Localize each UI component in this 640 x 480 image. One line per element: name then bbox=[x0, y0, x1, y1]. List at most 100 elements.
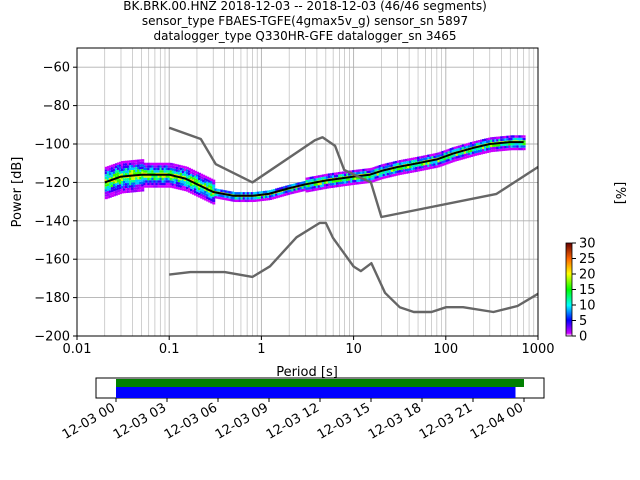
density-cell bbox=[283, 191, 287, 194]
density-cell bbox=[500, 143, 504, 147]
density-cell bbox=[252, 192, 256, 195]
density-cell bbox=[315, 183, 319, 186]
density-cell bbox=[427, 162, 431, 165]
density-cell bbox=[137, 164, 141, 167]
density-cell bbox=[352, 177, 356, 180]
density-cell bbox=[275, 188, 279, 191]
density-cell bbox=[240, 192, 244, 195]
density-cell bbox=[125, 173, 129, 176]
density-cell bbox=[404, 161, 408, 164]
density-cell bbox=[191, 179, 195, 183]
coverage-tick-label: 12-03 15 bbox=[315, 400, 373, 442]
density-cell bbox=[471, 149, 475, 152]
density-cell bbox=[285, 190, 289, 193]
density-cell bbox=[173, 186, 177, 189]
density-cell bbox=[108, 165, 112, 168]
density-cell bbox=[366, 168, 370, 171]
density-cell bbox=[187, 177, 191, 181]
density-cell bbox=[177, 179, 181, 183]
density-cell bbox=[273, 196, 277, 199]
density-cell bbox=[409, 165, 413, 169]
density-cell bbox=[204, 183, 208, 186]
density-cell bbox=[173, 178, 177, 182]
density-cell bbox=[131, 180, 135, 183]
density-cell bbox=[159, 180, 163, 183]
density-cell bbox=[417, 166, 421, 169]
density-cell bbox=[475, 150, 479, 153]
y-tick-label: −100 bbox=[34, 138, 70, 153]
density-cell bbox=[141, 171, 145, 175]
density-cell bbox=[421, 155, 425, 159]
density-cell bbox=[116, 177, 120, 180]
density-cell bbox=[104, 186, 108, 190]
density-cell bbox=[404, 171, 408, 174]
density-cell bbox=[400, 169, 404, 173]
density-cell bbox=[116, 179, 120, 183]
density-cell bbox=[116, 187, 120, 190]
density-cell bbox=[228, 198, 232, 202]
density-cell bbox=[116, 182, 120, 185]
x-axis-label: Period [s] bbox=[276, 365, 338, 380]
density-cell bbox=[406, 158, 410, 161]
density-cell bbox=[305, 185, 309, 188]
density-cell bbox=[141, 169, 145, 172]
density-cell bbox=[108, 170, 112, 173]
density-cell bbox=[380, 176, 384, 180]
density-cell bbox=[490, 149, 494, 153]
density-cell bbox=[123, 160, 127, 164]
density-cell bbox=[147, 177, 151, 181]
density-cell bbox=[429, 166, 433, 170]
density-cell bbox=[114, 180, 118, 184]
density-cell bbox=[492, 139, 496, 142]
density-cell bbox=[123, 163, 127, 166]
density-cell bbox=[309, 176, 313, 180]
density-cell bbox=[522, 147, 526, 151]
density-cell bbox=[327, 175, 331, 179]
density-cell bbox=[179, 185, 183, 188]
density-cell bbox=[143, 162, 147, 166]
density-cell bbox=[342, 181, 346, 184]
density-cell bbox=[127, 167, 131, 171]
density-cell bbox=[169, 182, 173, 186]
density-cell bbox=[139, 159, 143, 162]
density-cell bbox=[467, 150, 471, 153]
density-cell bbox=[319, 174, 323, 178]
density-cell bbox=[120, 171, 124, 174]
density-cell bbox=[210, 198, 214, 201]
density-cell bbox=[498, 136, 502, 139]
density-cell bbox=[116, 189, 120, 193]
density-cell bbox=[202, 179, 206, 183]
series-layer bbox=[104, 126, 539, 314]
density-cell bbox=[358, 181, 362, 185]
density-cell bbox=[264, 198, 268, 201]
density-cell bbox=[242, 197, 246, 200]
density-cell bbox=[151, 170, 155, 173]
density-cell bbox=[496, 139, 500, 142]
mode-line bbox=[104, 141, 524, 197]
density-cell bbox=[145, 177, 149, 181]
density-cell bbox=[167, 182, 171, 186]
density-cell bbox=[153, 182, 157, 186]
density-cell bbox=[196, 189, 200, 192]
density-cell bbox=[151, 175, 155, 178]
density-cell bbox=[226, 195, 230, 199]
density-cell bbox=[404, 158, 408, 162]
density-cell bbox=[135, 164, 139, 168]
density-cell bbox=[443, 150, 447, 153]
density-cell bbox=[419, 163, 423, 167]
density-cell bbox=[398, 160, 402, 163]
density-cell bbox=[354, 179, 358, 183]
density-cell bbox=[173, 176, 177, 179]
density-cell bbox=[141, 184, 145, 187]
available-data-bar bbox=[116, 379, 524, 387]
density-cell bbox=[443, 160, 447, 163]
density-cell bbox=[305, 187, 309, 190]
density-cell bbox=[114, 163, 118, 166]
density-cell bbox=[189, 171, 193, 174]
density-cell bbox=[191, 189, 195, 193]
density-cell bbox=[417, 164, 421, 167]
density-cell bbox=[171, 165, 175, 169]
density-cell bbox=[409, 160, 413, 164]
density-cell bbox=[488, 147, 492, 151]
